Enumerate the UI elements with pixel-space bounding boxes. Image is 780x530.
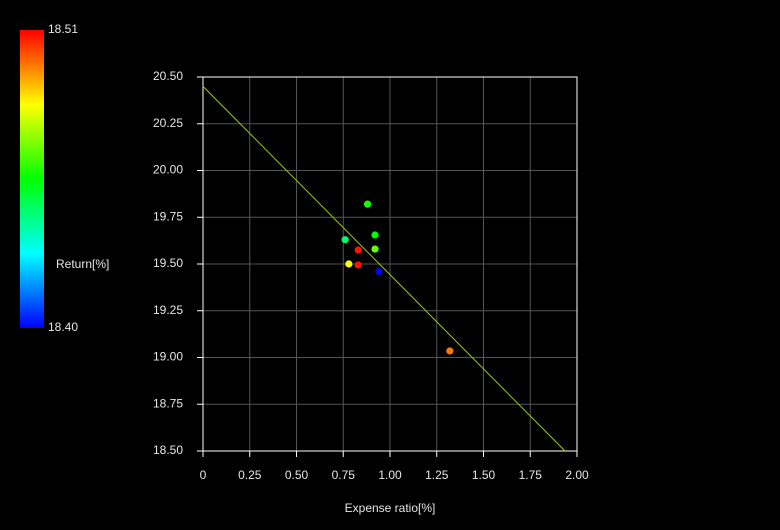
fit-line (202, 85, 566, 452)
colorbar (20, 30, 44, 328)
x-tick-label: 0.50 (285, 468, 309, 482)
y-tick-label: 20.00 (153, 163, 183, 177)
y-tick-label: 20.25 (153, 116, 183, 130)
x-tick-label: 1.00 (378, 468, 402, 482)
x-tick-label: 1.25 (425, 468, 449, 482)
scatter-point (375, 267, 383, 276)
x-tick-label: 2.00 (565, 468, 589, 482)
x-tick-label: 0.75 (332, 468, 356, 482)
y-tick-label: 19.00 (153, 350, 183, 364)
scatter-point (354, 261, 362, 269)
scatter-point (341, 236, 349, 244)
x-tick-label: 0.25 (238, 468, 262, 482)
scatter-point (446, 347, 454, 355)
x-tick-label: 0 (200, 468, 207, 482)
scatter-point (363, 200, 372, 208)
y-tick-label: 19.25 (153, 303, 183, 317)
x-tick-label: 1.75 (519, 468, 543, 482)
colorbar-tick-label: 18.51 (48, 22, 78, 36)
scatter-point (354, 246, 362, 254)
x-axis-label: Expense ratio[%] (345, 501, 436, 515)
scatter-point (371, 231, 379, 239)
x-tick-label: 1.50 (472, 468, 496, 482)
y-tick-label: 18.75 (153, 396, 183, 410)
y-tick-label: 19.75 (153, 209, 183, 223)
colorbar-tick-label: 18.40 (48, 320, 78, 334)
y-tick-label: 18.50 (153, 443, 183, 457)
scatter-point (345, 260, 353, 268)
y-tick-label: 20.50 (153, 69, 183, 83)
plot-frame (202, 76, 578, 452)
scatter-point (371, 245, 379, 253)
colorbar-label: Return[%] (56, 257, 109, 271)
y-tick-label: 19.50 (153, 256, 183, 270)
